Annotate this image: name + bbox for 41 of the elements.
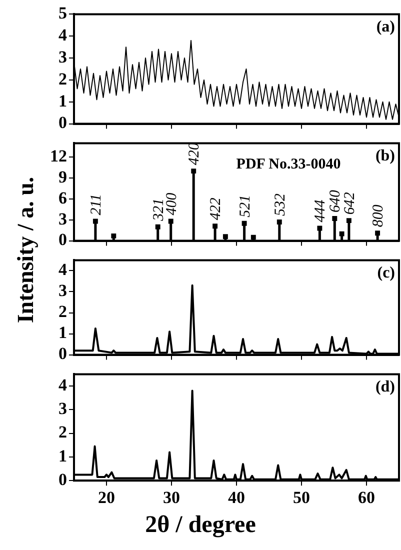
annotation: 211 [88, 194, 104, 216]
y-tick-label: 0 [58, 344, 67, 364]
annotation: 422 [208, 197, 224, 220]
chart-title: (b) [375, 147, 395, 164]
chart-title: (d) [375, 378, 395, 396]
y-tick-label: 1 [58, 323, 67, 342]
x-tick-label: 40 [228, 488, 245, 508]
y-tick-label: 3 [58, 281, 67, 300]
y-tick-label: 2 [58, 69, 67, 88]
x-tick-label: 20 [98, 488, 115, 508]
y-tick-label: 2 [58, 302, 67, 322]
y-tick-label: 9 [58, 167, 67, 186]
y-tick-label: 1 [58, 91, 67, 110]
y-tick-label: 0 [58, 113, 67, 132]
annotation: 444 [312, 199, 329, 222]
y-tick-label: 0 [58, 230, 67, 250]
x-tick-label: 50 [293, 488, 310, 508]
y-axis-title: Intensity / a. u. [13, 176, 39, 324]
y-tick-label: 6 [58, 188, 67, 208]
y-tick-label: 4 [58, 26, 68, 45]
y-tick-label: 2 [58, 422, 67, 442]
y-tick-label: 3 [58, 399, 67, 418]
y-tick-label: 3 [58, 209, 67, 228]
annotation: 521 [237, 194, 254, 218]
chart-title: (a) [376, 18, 395, 36]
annotation: PDF No.33-0040 [236, 156, 341, 173]
y-tick-label: 3 [58, 47, 67, 66]
y-tick-label: 1 [58, 446, 67, 466]
x-tick-label: 30 [163, 488, 180, 508]
y-tick-label: 4 [58, 260, 68, 280]
x-axis-title: 2θ / degree [144, 512, 257, 539]
y-tick-label: 4 [58, 375, 68, 394]
y-tick-label: 12 [50, 146, 67, 166]
annotation: 532 [272, 192, 288, 216]
annotation: 800 [370, 204, 387, 228]
y-tick-label: 0 [58, 470, 67, 489]
x-tick-label: 60 [358, 488, 375, 508]
annotation: 642 [342, 192, 358, 215]
chart-title: (c) [377, 264, 395, 282]
annotation: 640 [328, 189, 344, 212]
y-tick-label: 5 [58, 4, 67, 23]
